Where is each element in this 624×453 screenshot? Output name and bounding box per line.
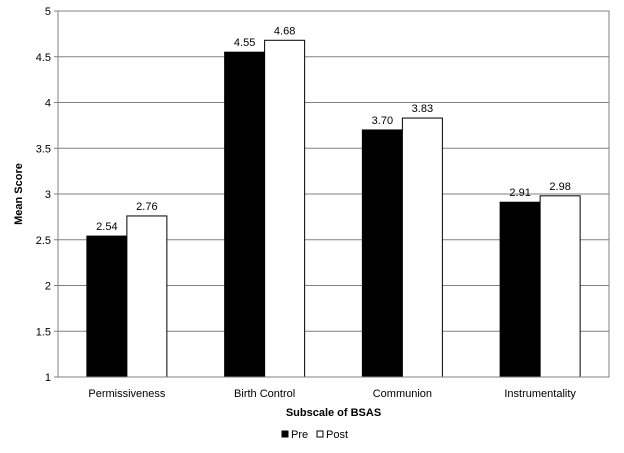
category-label: Instrumentality	[504, 388, 576, 400]
y-tick-label: 1	[45, 372, 51, 384]
bar-pre-3	[499, 201, 541, 378]
bar-pre-0	[86, 235, 128, 378]
y-tick-label: 3	[45, 189, 51, 201]
legend-label-post: Post	[326, 429, 348, 441]
legend-label-pre: Pre	[291, 429, 308, 441]
bar-post-3	[539, 195, 581, 378]
data-label-post-0: 2.76	[136, 201, 157, 213]
y-tick-label: 1.5	[36, 326, 51, 338]
data-label-pre-3: 2.91	[509, 187, 530, 199]
data-label-pre-0: 2.54	[96, 221, 117, 233]
y-tick-label: 4.5	[36, 52, 51, 64]
category-label: Communion	[373, 388, 432, 400]
data-label-post-1: 4.68	[274, 25, 295, 37]
data-label-post-3: 2.98	[549, 181, 570, 193]
category-label: Permissiveness	[88, 388, 166, 400]
x-axis-categories: Permissiveness Birth Control Communion Inst…	[88, 388, 576, 400]
y-tick-label: 5	[45, 6, 51, 18]
data-label-pre-2: 3.70	[372, 115, 393, 127]
y-tick-label: 3.5	[36, 143, 51, 155]
bar-post-1	[264, 39, 306, 378]
bar-pre-2	[361, 129, 403, 378]
y-tick-label: 4	[45, 98, 51, 110]
data-label-post-2: 3.83	[412, 103, 433, 115]
category-label: Birth Control	[234, 388, 295, 400]
data-label-pre-1: 4.55	[234, 37, 255, 49]
y-axis-ticks: 1 1.5 2 2.5 3 3.5 4 4.5 5	[36, 6, 58, 384]
legend-swatch-post	[316, 430, 324, 438]
bar-post-2	[401, 117, 443, 378]
bar-post-0	[126, 215, 168, 378]
legend: Pre Post	[281, 429, 348, 441]
y-axis-title: Mean Score	[13, 163, 25, 225]
y-tick-label: 2.5	[36, 235, 51, 247]
bars	[86, 39, 581, 378]
y-tick-label: 2	[45, 281, 51, 293]
plot-area-border	[57, 10, 610, 378]
data-labels: 2.54 2.76 4.55 4.68 3.70 3.83 2.91 2.98	[96, 25, 571, 233]
x-axis-title: Subscale of BSAS	[286, 407, 381, 419]
legend-swatch-pre	[281, 430, 289, 438]
bar-pre-1	[224, 51, 266, 378]
